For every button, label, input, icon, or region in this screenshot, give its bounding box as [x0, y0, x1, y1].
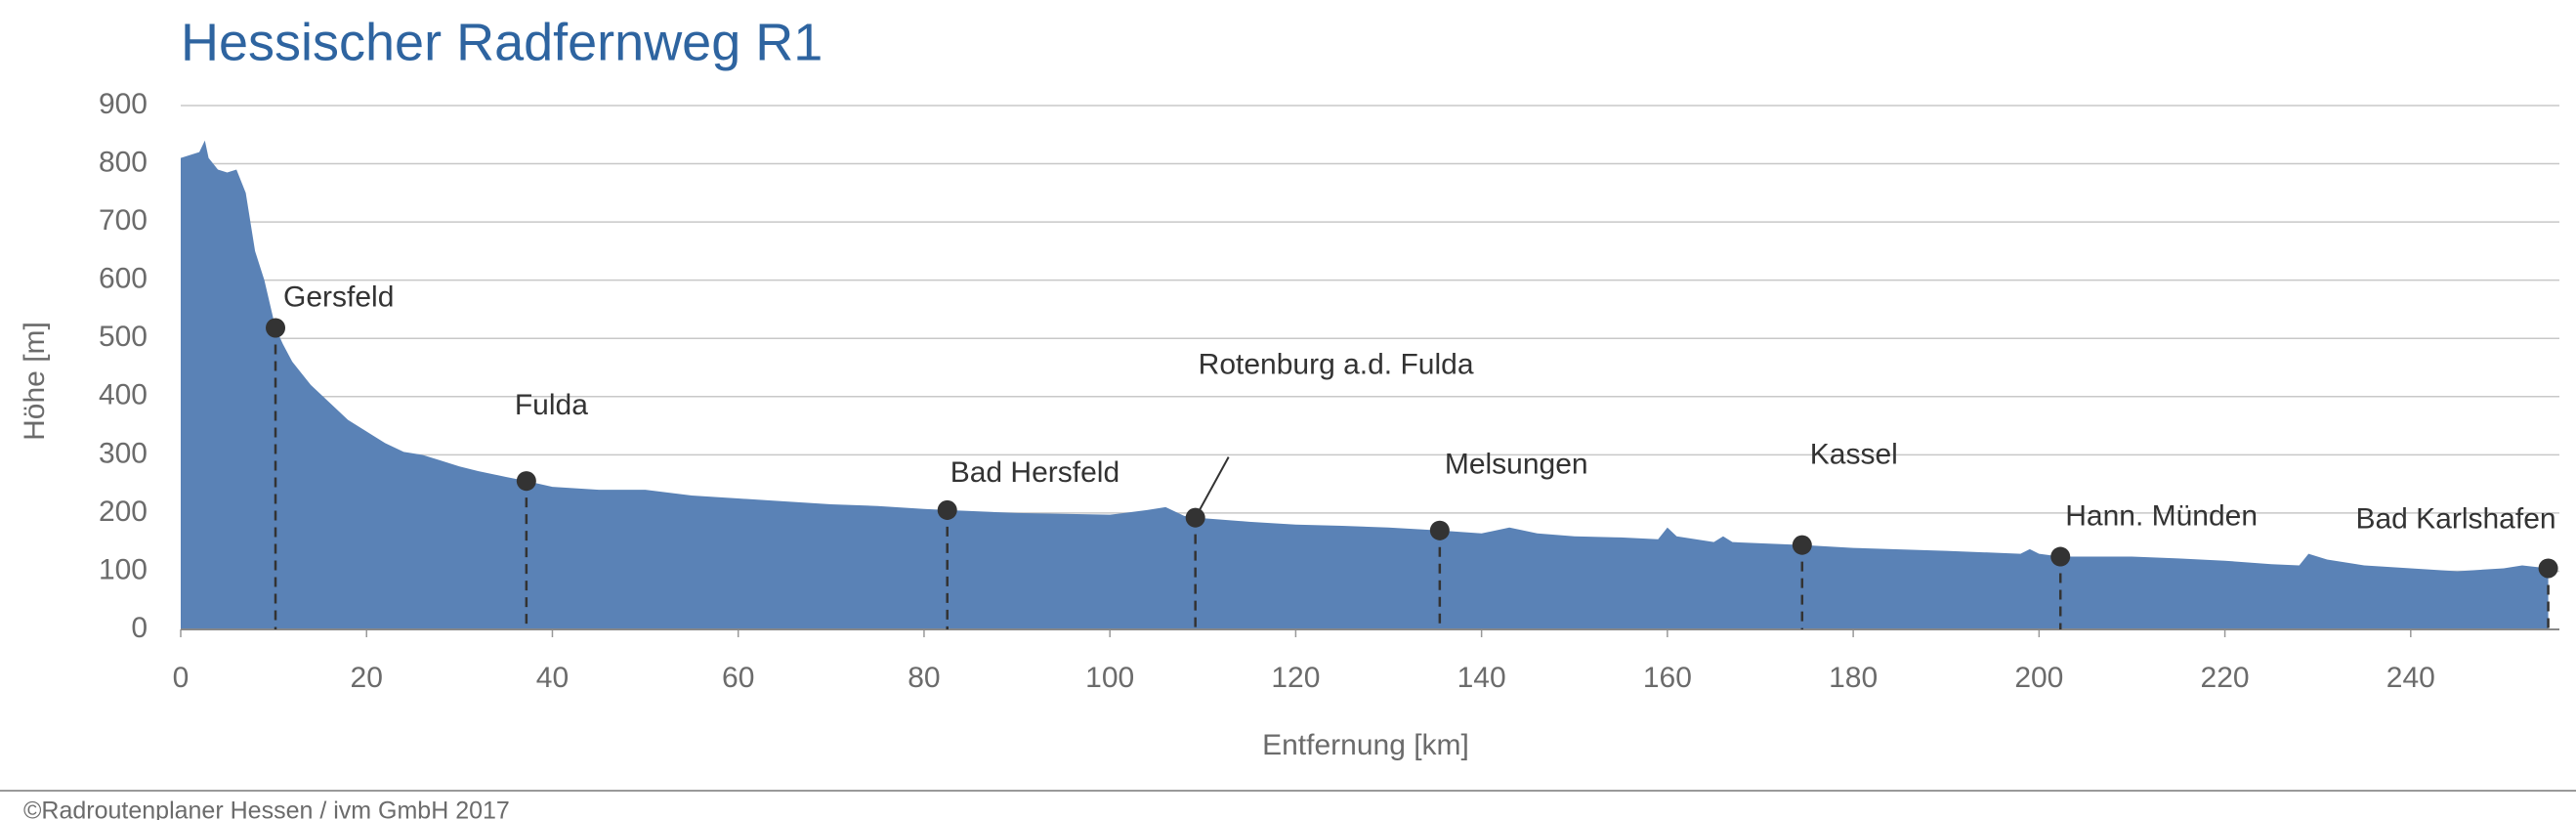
x-tick-label: 100 [1085, 662, 1134, 694]
x-axis-label: Entfernung [km] [1262, 729, 1469, 761]
x-tick-label: 0 [173, 662, 190, 694]
x-tick-label: 240 [2386, 662, 2435, 694]
place-label: Fulda [515, 389, 588, 421]
y-tick-label: 900 [99, 88, 148, 120]
footer: ©Radroutenplaner Hessen / ivm GmbH 2017 [23, 798, 510, 820]
x-tick-label: 40 [536, 662, 569, 694]
x-tick-label: 140 [1457, 662, 1506, 694]
y-tick-label: 500 [99, 321, 148, 353]
y-tick-label: 0 [131, 612, 148, 644]
y-tick-label: 400 [99, 379, 148, 411]
place-label: Melsungen [1445, 449, 1588, 481]
x-tick-label: 20 [351, 662, 383, 694]
place-label: Hann. Münden [2065, 499, 2258, 532]
x-tick-label: 160 [1643, 662, 1692, 694]
y-tick-label: 700 [99, 204, 148, 237]
y-axis-label: Höhe [m] [19, 322, 51, 441]
y-tick-label: 200 [99, 496, 148, 528]
place-label: Rotenburg a.d. Fulda [1199, 349, 1474, 381]
x-tick-label: 60 [722, 662, 754, 694]
y-tick-label: 300 [99, 437, 148, 469]
place-marker [2538, 558, 2558, 579]
x-tick-label: 120 [1271, 662, 1320, 694]
place-marker [1185, 507, 1205, 528]
y-tick-label: 600 [99, 263, 148, 295]
x-tick-label: 220 [2201, 662, 2250, 694]
place-marker [937, 499, 957, 520]
x-tick-label: 200 [2014, 662, 2063, 694]
place-label: Bad Hersfeld [950, 456, 1119, 489]
place-marker [1792, 535, 1812, 555]
y-tick-label: 100 [99, 553, 148, 585]
place-marker [1429, 520, 1450, 540]
x-tick-label: 80 [908, 662, 940, 694]
leader-line [1194, 456, 1230, 519]
place-marker [266, 318, 286, 338]
elevation-area [181, 140, 2549, 629]
x-tick-label: 180 [1829, 662, 1878, 694]
place-label: Bad Karlshafen [2355, 502, 2555, 535]
place-marker [2050, 546, 2071, 567]
chart-title: Hessischer Radfernweg R1 [181, 13, 823, 71]
place-label: Kassel [1810, 439, 1898, 471]
place-label: Gersfeld [283, 281, 394, 313]
y-tick-label: 800 [99, 146, 148, 178]
place-marker [516, 471, 536, 492]
